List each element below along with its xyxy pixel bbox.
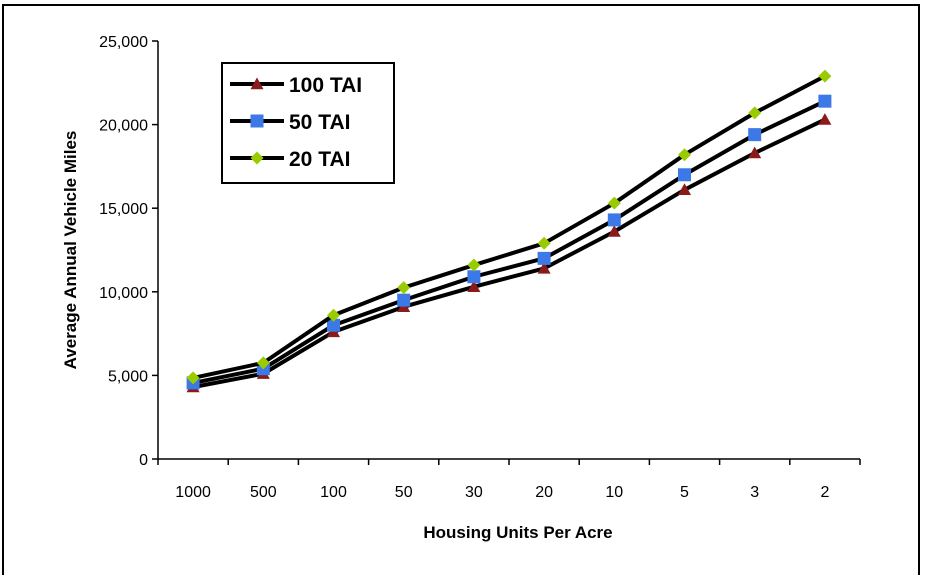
data-point xyxy=(818,69,832,83)
y-tick-label: 25,000 xyxy=(99,34,148,51)
x-tick-label: 20 xyxy=(535,484,553,501)
legend-marker xyxy=(250,151,264,165)
legend-marker xyxy=(250,114,264,128)
data-point xyxy=(607,213,621,227)
data-point xyxy=(818,94,832,108)
y-tick-label: 0 xyxy=(139,452,148,469)
data-point xyxy=(678,168,691,182)
y-tick-label: 20,000 xyxy=(99,118,148,135)
data-point xyxy=(537,261,551,274)
data-point xyxy=(607,225,621,237)
x-tick-label: 30 xyxy=(465,484,483,501)
legend: 100 TAI 50 TAI 20 TAI xyxy=(221,62,395,184)
data-point xyxy=(537,236,551,250)
series-50-tai xyxy=(186,94,832,390)
data-point xyxy=(748,128,762,142)
series-layer xyxy=(186,69,832,393)
legend-label: 50 TAI xyxy=(289,111,350,134)
x-tick-label: 500 xyxy=(250,484,277,501)
y-tick-label: 10,000 xyxy=(99,285,148,302)
x-tick-label: 3 xyxy=(750,484,759,501)
data-point xyxy=(256,356,270,370)
legend-marker xyxy=(250,77,264,90)
data-point xyxy=(467,270,481,284)
series-line xyxy=(192,74,826,380)
y-axis-label: Average Annual Vehicle Miles xyxy=(61,131,80,370)
x-tick-label: 10 xyxy=(605,484,623,501)
x-tick-label: 5 xyxy=(680,484,689,501)
data-point xyxy=(678,183,691,196)
data-point xyxy=(748,146,762,159)
data-point xyxy=(467,258,481,272)
data-point xyxy=(397,281,411,295)
data-point xyxy=(186,371,200,385)
x-tick-label: 50 xyxy=(395,484,413,501)
series-line xyxy=(192,117,826,390)
series-20-tai xyxy=(186,69,832,385)
legend-label: 20 TAI xyxy=(289,148,350,171)
axes: 0 5,000 10,000 15,000 20,000 25,000 1000 500 100… xyxy=(99,34,861,501)
chart-frame xyxy=(2,4,920,575)
legend-entry: 50 TAI xyxy=(230,111,350,134)
data-point xyxy=(607,196,621,210)
data-point xyxy=(537,251,551,265)
x-tick-label: 100 xyxy=(320,484,347,501)
data-point xyxy=(327,318,340,332)
x-tick-label: 1000 xyxy=(175,484,211,501)
legend-entry: 20 TAI xyxy=(230,148,350,171)
data-point xyxy=(818,113,832,125)
series-line xyxy=(192,99,826,385)
data-point xyxy=(678,148,691,162)
legend-entry: 100 TAI xyxy=(230,74,362,97)
data-point xyxy=(467,280,481,292)
data-point xyxy=(397,293,411,307)
data-point xyxy=(748,106,762,120)
y-tick-label: 5,000 xyxy=(108,368,148,385)
x-tick-label: 2 xyxy=(820,484,829,501)
data-point xyxy=(327,308,340,322)
x-axis-label: Housing Units Per Acre xyxy=(423,523,612,542)
legend-label: 100 TAI xyxy=(289,74,362,97)
y-tick-label: 15,000 xyxy=(99,201,148,218)
